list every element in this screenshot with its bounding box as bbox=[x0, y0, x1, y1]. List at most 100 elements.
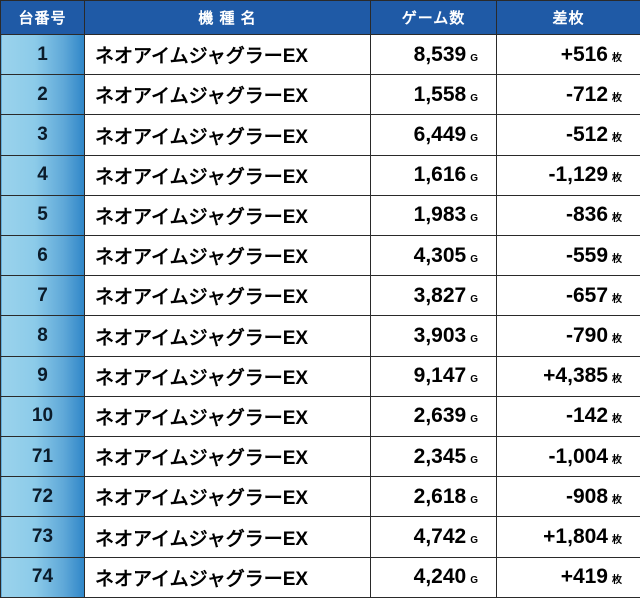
table-row: 73 ネオアイムジャグラーEX 4,742 G +1,804 枚 bbox=[0, 516, 640, 558]
game-count-cell: 6,449 G bbox=[370, 114, 497, 156]
model-name-cell: ネオアイムジャグラーEX bbox=[84, 315, 371, 357]
table-row: 72 ネオアイムジャグラーEX 2,618 G -908 枚 bbox=[0, 476, 640, 518]
machine-number-cell: 3 bbox=[0, 114, 85, 156]
model-name-cell: ネオアイムジャグラーEX bbox=[84, 194, 371, 237]
machine-number-cell: 72 bbox=[0, 476, 85, 518]
game-count-value: 1,558 bbox=[413, 82, 467, 106]
coin-difference-cell: -559 枚 bbox=[496, 235, 640, 277]
game-count-value: 4,742 bbox=[413, 525, 467, 549]
coin-difference-cell: -142 枚 bbox=[496, 395, 640, 438]
model-name-cell: ネオアイムジャグラーEX bbox=[84, 395, 371, 438]
machine-number-cell: 6 bbox=[0, 235, 85, 277]
game-count-unit: G bbox=[470, 133, 478, 144]
coin-difference-unit: 枚 bbox=[612, 293, 622, 305]
game-count-unit: G bbox=[470, 575, 478, 587]
game-count-unit: G bbox=[470, 334, 478, 346]
machine-number-cell: 8 bbox=[0, 315, 85, 357]
coin-difference-unit: 枚 bbox=[612, 374, 622, 386]
coin-difference-cell: +516 枚 bbox=[496, 33, 640, 76]
game-count-cell: 1,558 G bbox=[370, 74, 497, 116]
table-body: 1 ネオアイムジャグラーEX 8,539 G +516 枚 2 ネオアイムジャグラーEX 1,5… bbox=[0, 33, 640, 598]
table-row: 9 ネオアイムジャグラーEX 9,147 G +4,385 枚 bbox=[0, 355, 640, 397]
coin-difference-unit: 枚 bbox=[612, 92, 622, 104]
game-count-value: 2,618 bbox=[413, 484, 467, 508]
model-name-cell: ネオアイムジャグラーEX bbox=[84, 74, 371, 116]
game-count-unit: G bbox=[470, 494, 478, 506]
coin-difference-cell: -836 枚 bbox=[496, 194, 640, 237]
game-count-unit: G bbox=[470, 92, 478, 104]
coin-difference-value: -657 bbox=[565, 283, 608, 307]
game-count-cell: 1,983 G bbox=[370, 194, 497, 237]
coin-difference-unit: 枚 bbox=[612, 173, 622, 185]
game-count-value: 3,903 bbox=[413, 324, 467, 348]
game-count-cell: 8,539 G bbox=[370, 33, 497, 76]
game-count-value: 4,240 bbox=[413, 565, 467, 589]
table-row: 4 ネオアイムジャグラーEX 1,616 G -1,129 枚 bbox=[0, 154, 640, 196]
coin-difference-unit: 枚 bbox=[612, 454, 622, 466]
game-count-value: 6,449 bbox=[413, 123, 467, 146]
coin-difference-cell: -1,004 枚 bbox=[496, 436, 640, 478]
coin-difference-cell: -908 枚 bbox=[496, 476, 640, 518]
game-count-unit: G bbox=[470, 454, 478, 466]
table-row: 2 ネオアイムジャグラーEX 1,558 G -712 枚 bbox=[0, 74, 640, 116]
coin-difference-unit: 枚 bbox=[612, 133, 622, 144]
table-row: 10 ネオアイムジャグラーEX 2,639 G -142 枚 bbox=[0, 395, 640, 438]
game-count-cell: 1,616 G bbox=[370, 154, 497, 196]
machine-number-cell: 74 bbox=[0, 556, 85, 598]
game-count-cell: 3,903 G bbox=[370, 315, 497, 357]
game-count-cell: 4,305 G bbox=[370, 235, 497, 277]
game-count-unit: G bbox=[470, 213, 478, 225]
table-row: 3 ネオアイムジャグラーEX 6,449 G -512 枚 bbox=[0, 114, 640, 156]
game-count-value: 3,827 bbox=[413, 283, 467, 307]
game-count-value: 9,147 bbox=[413, 364, 467, 388]
coin-difference-unit: 枚 bbox=[612, 52, 622, 64]
game-count-cell: 9,147 G bbox=[370, 355, 497, 397]
game-count-value: 2,639 bbox=[413, 404, 467, 428]
header-machine-number: 台番号 bbox=[0, 0, 85, 35]
coin-difference-value: -512 bbox=[565, 123, 608, 146]
game-count-value: 1,616 bbox=[413, 163, 467, 187]
table-row: 74 ネオアイムジャグラーEX 4,240 G +419 枚 bbox=[0, 556, 640, 598]
coin-difference-cell: -790 枚 bbox=[496, 315, 640, 357]
model-name-cell: ネオアイムジャグラーEX bbox=[84, 154, 371, 196]
header-game-count: ゲーム数 bbox=[370, 0, 497, 35]
game-count-unit: G bbox=[470, 52, 478, 64]
model-name-cell: ネオアイムジャグラーEX bbox=[84, 436, 371, 478]
table-row: 1 ネオアイムジャグラーEX 8,539 G +516 枚 bbox=[0, 33, 640, 76]
coin-difference-cell: -512 枚 bbox=[496, 114, 640, 156]
coin-difference-cell: -1,129 枚 bbox=[496, 154, 640, 196]
coin-difference-cell: +1,804 枚 bbox=[496, 516, 640, 558]
game-count-unit: G bbox=[470, 173, 478, 185]
machine-number-cell: 10 bbox=[0, 395, 85, 438]
machine-number-cell: 7 bbox=[0, 275, 85, 317]
coin-difference-cell: +419 枚 bbox=[496, 556, 640, 598]
machine-number-cell: 2 bbox=[0, 74, 85, 116]
coin-difference-unit: 枚 bbox=[612, 334, 622, 346]
coin-difference-value: +419 bbox=[560, 565, 608, 589]
game-count-cell: 4,742 G bbox=[370, 516, 497, 558]
game-count-value: 4,305 bbox=[413, 243, 467, 267]
model-name-cell: ネオアイムジャグラーEX bbox=[84, 275, 371, 317]
model-name-cell: ネオアイムジャグラーEX bbox=[84, 235, 371, 277]
game-count-unit: G bbox=[470, 374, 478, 386]
coin-difference-unit: 枚 bbox=[612, 535, 622, 547]
game-count-cell: 4,240 G bbox=[370, 556, 497, 598]
coin-difference-value: -712 bbox=[565, 82, 608, 106]
coin-difference-value: -1,004 bbox=[548, 444, 608, 468]
game-count-unit: G bbox=[470, 414, 478, 426]
machine-number-cell: 5 bbox=[0, 194, 85, 237]
coin-difference-value: +4,385 bbox=[543, 364, 608, 388]
machine-number-cell: 73 bbox=[0, 516, 85, 558]
game-count-unit: G bbox=[470, 293, 478, 305]
coin-difference-unit: 枚 bbox=[612, 414, 622, 426]
table-row: 7 ネオアイムジャグラーEX 3,827 G -657 枚 bbox=[0, 275, 640, 317]
coin-difference-value: -790 bbox=[565, 324, 608, 348]
machine-number-cell: 71 bbox=[0, 436, 85, 478]
table-row: 6 ネオアイムジャグラーEX 4,305 G -559 枚 bbox=[0, 235, 640, 277]
machine-number-cell: 1 bbox=[0, 33, 85, 76]
coin-difference-value: -559 bbox=[565, 243, 608, 267]
model-name-cell: ネオアイムジャグラーEX bbox=[84, 355, 371, 397]
game-count-value: 8,539 bbox=[413, 42, 467, 66]
